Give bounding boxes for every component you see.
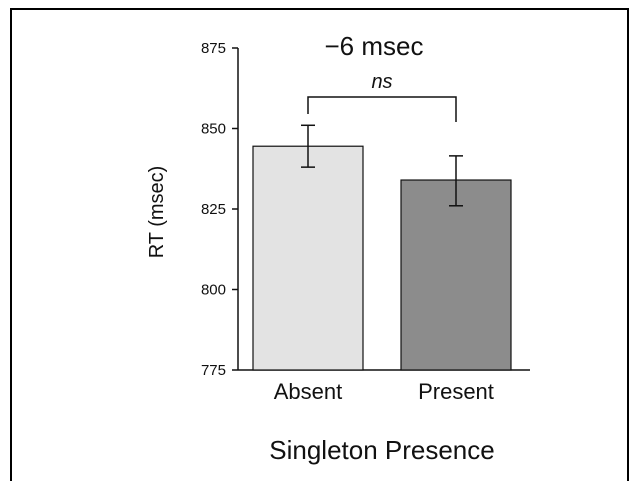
significance-bracket [307,96,457,122]
y-axis-title: RT (msec) [146,166,168,259]
y-tick-label: 775 [201,362,226,379]
y-tick-label: 825 [201,201,226,218]
x-axis-category-labels: Absent Present [274,379,494,404]
significance-label: ns [371,71,392,93]
error-bar-present [449,155,463,207]
y-axis-ticks: 775 800 825 850 875 [201,40,238,379]
error-bars [301,124,463,207]
bars [252,145,512,371]
y-tick-label: 800 [201,282,226,299]
y-tick-label: 875 [201,40,226,57]
bar-present [400,179,512,371]
x-category-label-absent: Absent [274,379,343,404]
bar-absent [252,145,364,371]
x-axis-title: Singleton Presence [269,435,494,465]
error-bar-absent [301,124,315,168]
chart-title: −6 msec [325,31,424,61]
y-tick-label: 850 [201,121,226,138]
x-category-label-present: Present [418,379,494,404]
